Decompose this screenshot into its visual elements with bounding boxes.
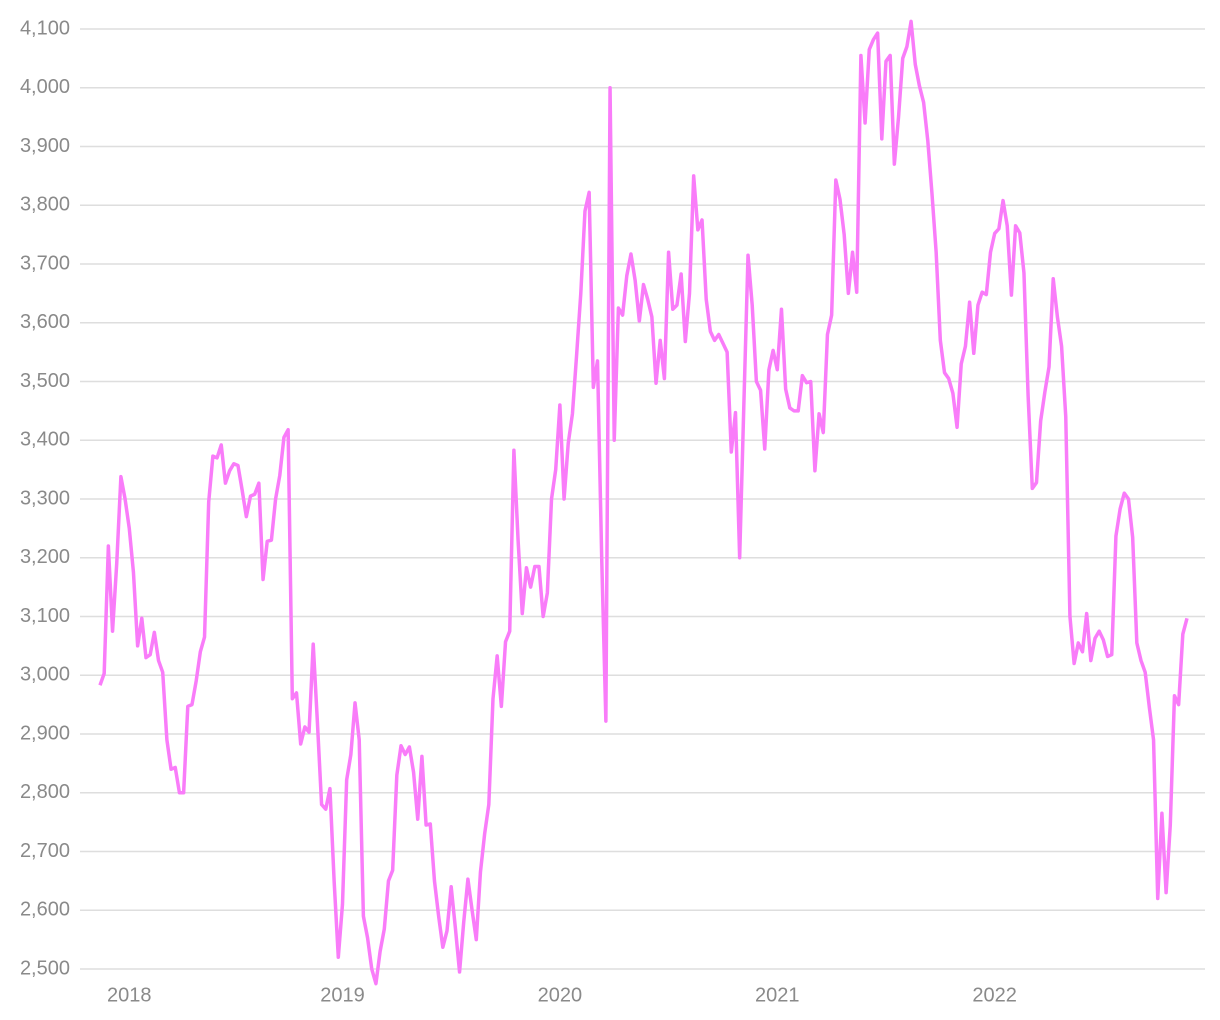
- y-tick-label: 3,600: [20, 311, 70, 333]
- x-tick-label: 2021: [755, 984, 800, 1006]
- x-tick-label: 2018: [107, 984, 152, 1006]
- y-tick-label: 2,600: [20, 899, 70, 921]
- y-tick-label: 3,700: [20, 252, 70, 274]
- y-tick-label: 3,900: [20, 135, 70, 157]
- x-tick-label: 2020: [538, 984, 583, 1006]
- y-tick-label: 3,300: [20, 487, 70, 509]
- x-tick-label: 2019: [320, 984, 365, 1006]
- y-tick-label: 4,000: [20, 76, 70, 98]
- y-tick-label: 3,500: [20, 370, 70, 392]
- y-tick-label: 2,800: [20, 781, 70, 803]
- y-tick-label: 3,000: [20, 664, 70, 686]
- x-tick-label: 2022: [972, 984, 1017, 1006]
- y-tick-label: 3,100: [20, 605, 70, 627]
- y-tick-label: 4,100: [20, 17, 70, 39]
- data-line: [98, 19, 1189, 986]
- y-tick-label: 2,500: [20, 957, 70, 979]
- y-tick-label: 2,700: [20, 840, 70, 862]
- y-tick-label: 2,900: [20, 722, 70, 744]
- y-tick-label: 3,800: [20, 194, 70, 216]
- y-tick-label: 3,400: [20, 429, 70, 451]
- y-tick-label: 3,200: [20, 546, 70, 568]
